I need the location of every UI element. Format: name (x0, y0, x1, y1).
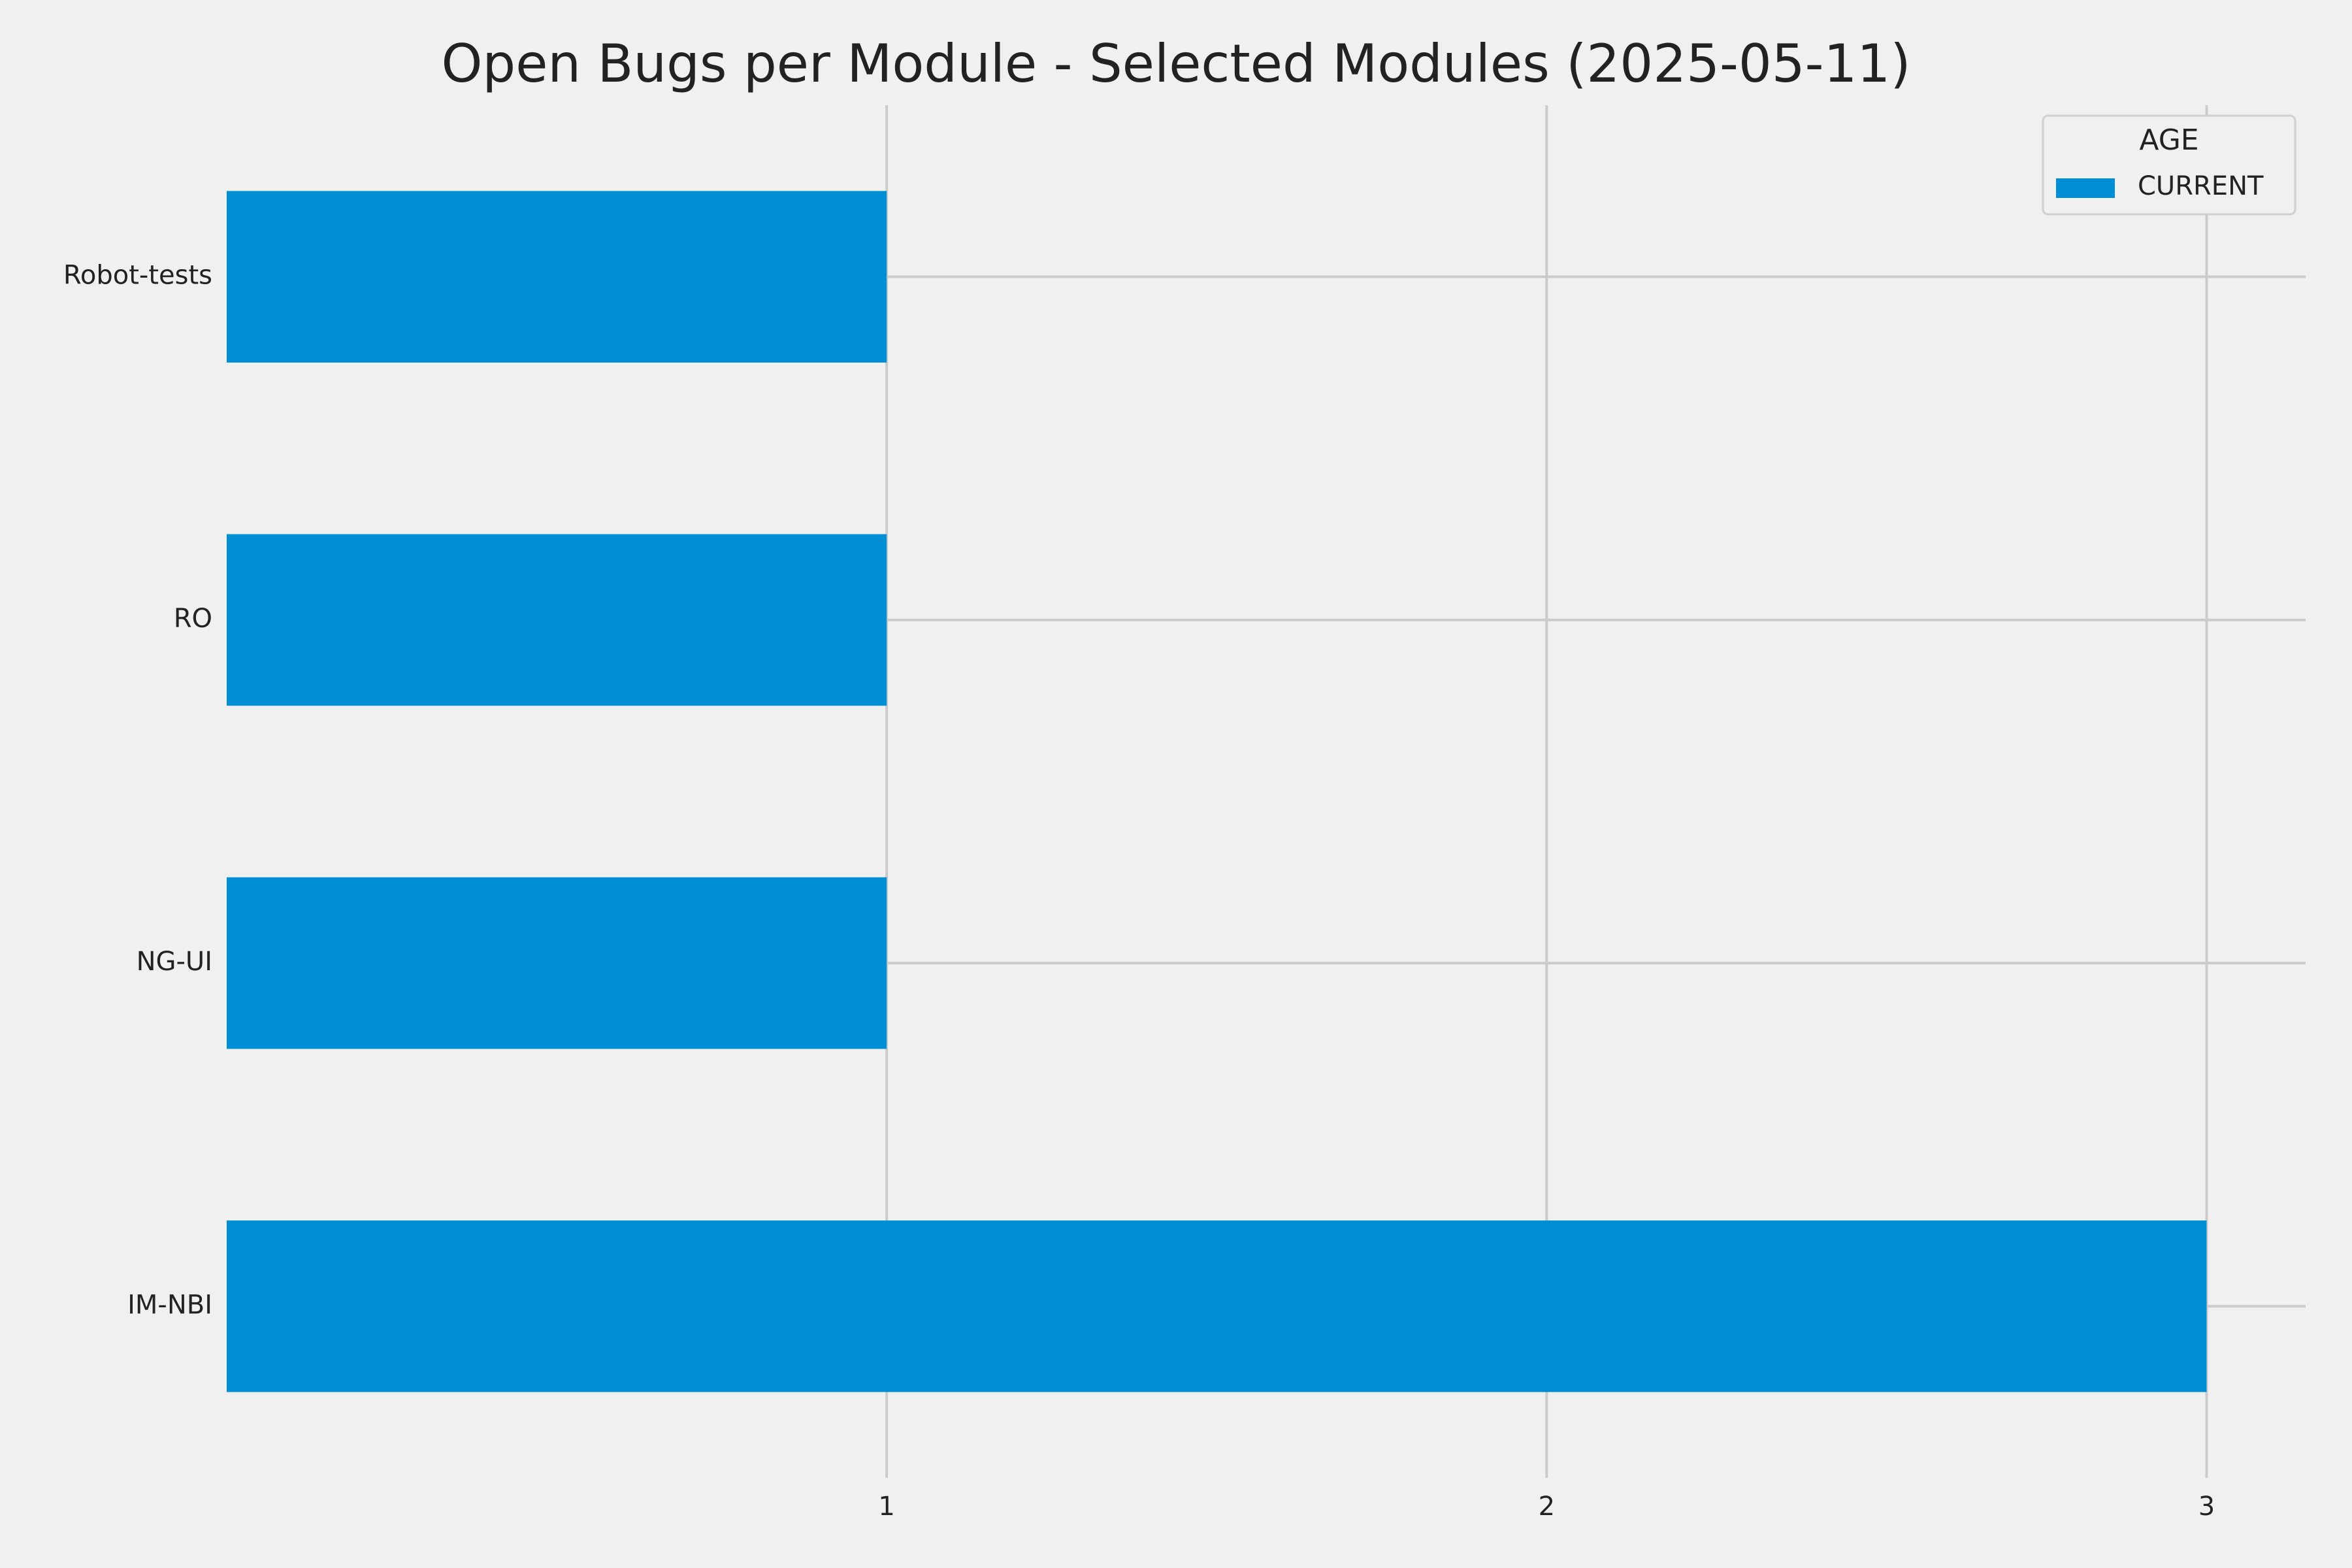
bar (227, 877, 887, 1049)
y-tick-label: RO (174, 604, 212, 634)
x-tick-label: 1 (878, 1492, 894, 1522)
chart-title: Open Bugs per Module - Selected Modules … (441, 33, 1910, 94)
legend-swatch (2056, 178, 2115, 198)
legend: AGE CURRENT (2042, 114, 2296, 216)
y-tick-label: IM-NBI (127, 1290, 212, 1320)
bar (227, 534, 887, 706)
legend-title: AGE (2139, 123, 2198, 157)
y-tick-label: NG-UI (137, 947, 212, 977)
bar (227, 1220, 2207, 1392)
y-tick-label: Robot-tests (63, 261, 212, 291)
legend-label: CURRENT (2138, 171, 2264, 201)
bar (227, 191, 887, 363)
x-tick-label: 3 (2198, 1492, 2215, 1522)
x-tick-label: 2 (1539, 1492, 1555, 1522)
